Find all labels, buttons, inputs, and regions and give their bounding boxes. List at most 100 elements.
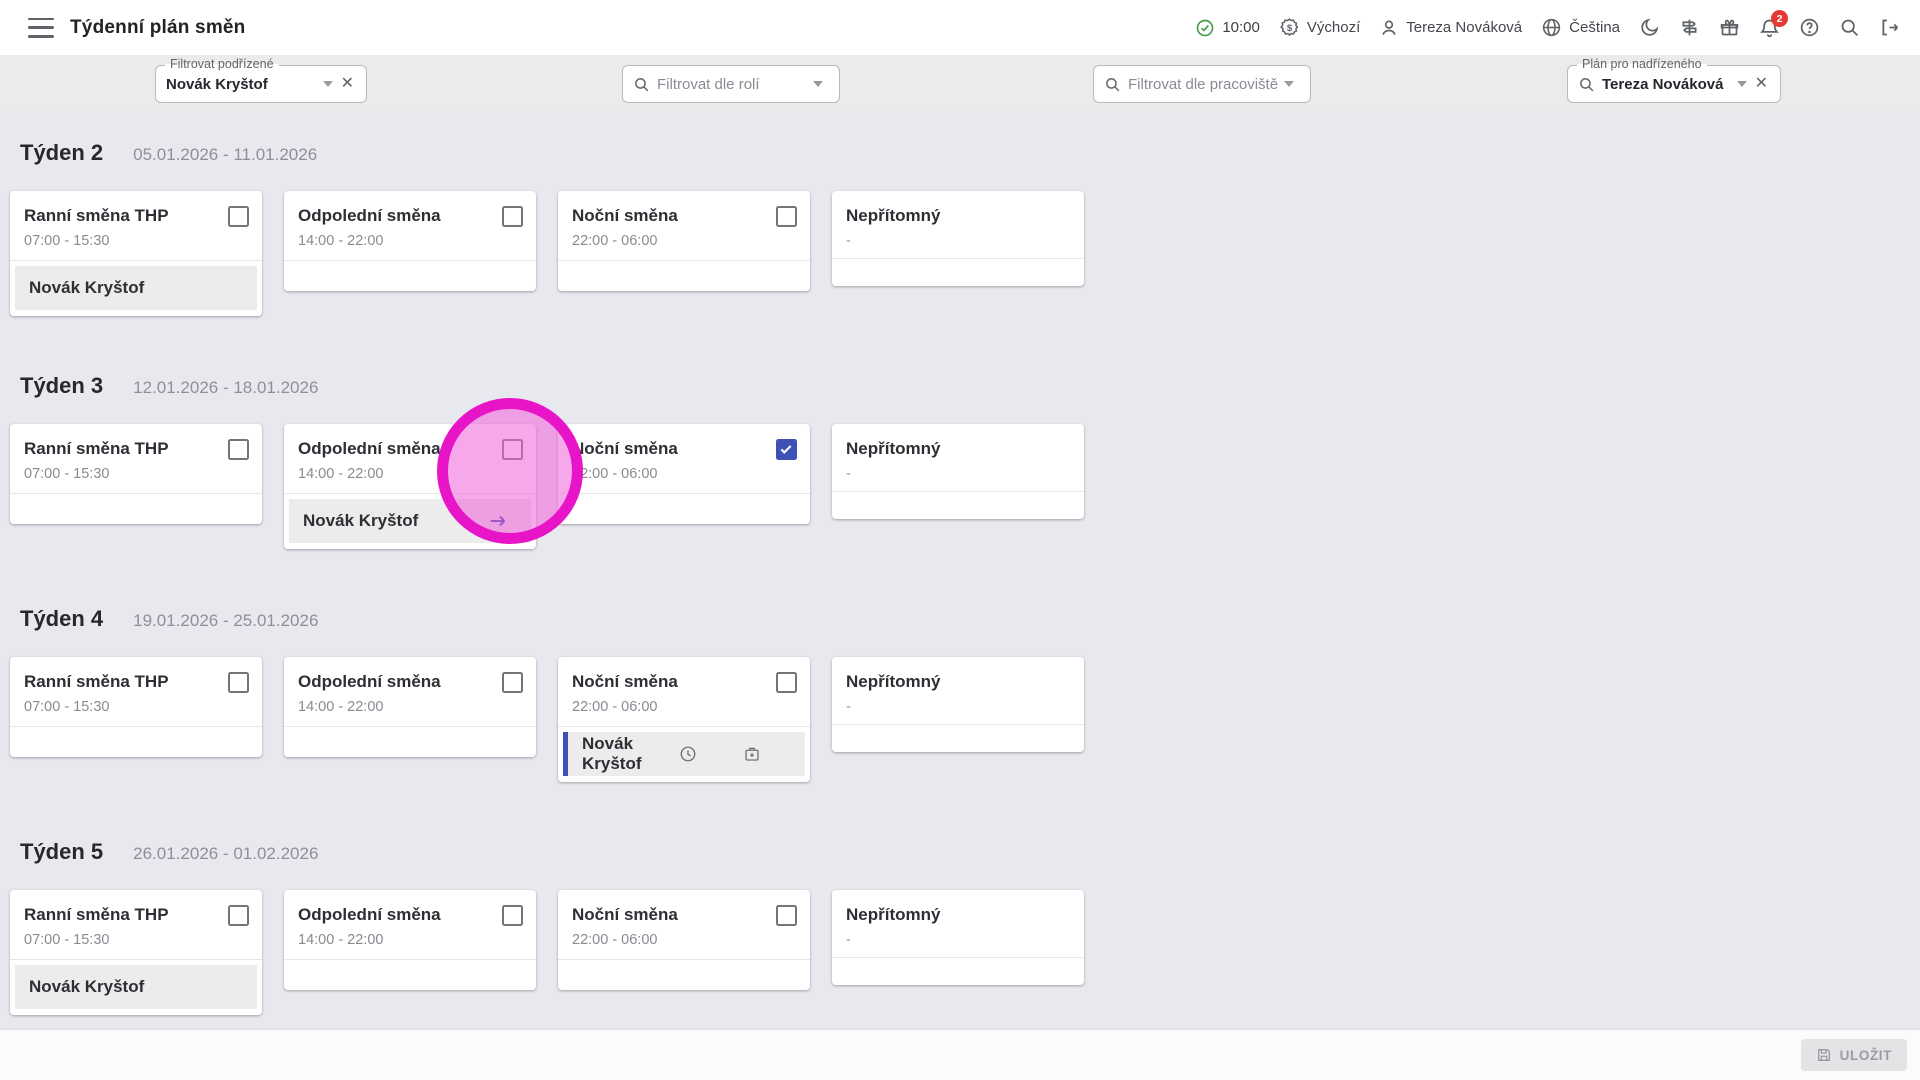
shift-checkbox[interactable]	[776, 905, 797, 926]
time-status[interactable]: 10:00	[1195, 18, 1260, 38]
card-body[interactable]	[558, 261, 810, 291]
shift-card: Odpolední směna 14:00 - 22:00	[284, 191, 536, 291]
shift-checkbox[interactable]	[228, 206, 249, 227]
save-icon	[1816, 1047, 1832, 1063]
help-icon[interactable]	[1799, 17, 1820, 38]
search-icon	[633, 76, 650, 93]
week-header: Týden 2 05.01.2026 - 11.01.2026	[0, 140, 1920, 191]
absence-card-header: Nepřítomný -	[832, 424, 1084, 491]
save-button-label: ULOŽIT	[1839, 1047, 1892, 1063]
assignee-chip[interactable]: Novák Kryštof	[563, 732, 805, 776]
signpost-icon[interactable]	[1679, 17, 1700, 38]
clear-filter-icon[interactable]: ✕	[1754, 75, 1768, 92]
plan-variant[interactable]: $ Výchozí	[1279, 17, 1360, 38]
card-body[interactable]	[284, 960, 536, 990]
weeks: Týden 2 05.01.2026 - 11.01.2026 Ranní sm…	[0, 111, 1920, 1029]
dark-mode-moon-icon[interactable]	[1639, 17, 1660, 38]
chevron-down-icon[interactable]	[813, 81, 823, 87]
filter-workplace[interactable]: Filtrovat dle pracoviště	[1093, 65, 1311, 103]
card-body[interactable]	[832, 259, 1084, 286]
card-body[interactable]	[284, 727, 536, 757]
shift-checkbox[interactable]	[228, 672, 249, 693]
assignee-chip[interactable]: Novák Kryštof	[289, 499, 531, 543]
save-button[interactable]: ULOŽIT	[1800, 1039, 1907, 1071]
shift-checkbox[interactable]	[228, 905, 249, 926]
week-title: Týden 4	[20, 606, 104, 631]
card-body[interactable]	[284, 261, 536, 291]
filter-roles-placeholder[interactable]: Filtrovat dle rolí	[657, 75, 760, 93]
week-date-range: 12.01.2026 - 18.01.2026	[133, 378, 319, 397]
card-body[interactable]	[832, 725, 1084, 752]
card-body[interactable]	[558, 494, 810, 524]
card-body[interactable]	[832, 958, 1084, 985]
shift-checkbox[interactable]	[228, 439, 249, 460]
shift-checkbox[interactable]	[776, 672, 797, 693]
assignee-name: Novák Kryštof	[303, 511, 419, 530]
shift-card-header: Odpolední směna 14:00 - 22:00	[284, 424, 536, 493]
card-body[interactable]	[558, 960, 810, 990]
card-divider	[284, 260, 536, 261]
shift-checkbox[interactable]	[502, 439, 523, 460]
clock-icon[interactable]	[679, 745, 697, 763]
card-divider	[10, 260, 262, 261]
shift-time: 22:00 - 06:00	[572, 699, 658, 715]
shift-card: Noční směna 22:00 - 06:00	[558, 424, 810, 524]
card-title: Noční směna	[572, 672, 678, 691]
absence-card-header: Nepřítomný -	[832, 890, 1084, 957]
card-row: Ranní směna THP 07:00 - 15:30 Odpolední …	[0, 424, 1920, 549]
filter-supervisor[interactable]: Plán pro nadřízeného Tereza Nováková ✕	[1567, 57, 1781, 103]
kit-icon[interactable]	[743, 745, 761, 763]
week-header: Týden 5 26.01.2026 - 01.02.2026	[0, 839, 1920, 890]
shift-card: Noční směna 22:00 - 06:00 Novák Kryštof	[558, 657, 810, 782]
logout-icon[interactable]	[1879, 17, 1900, 38]
filter-workplace-placeholder[interactable]: Filtrovat dle pracoviště	[1128, 75, 1278, 93]
assignee-chip[interactable]: Novák Kryštof	[15, 965, 257, 1009]
shift-card-header: Odpolední směna 14:00 - 22:00	[284, 657, 536, 726]
card-divider	[558, 959, 810, 960]
card-body[interactable]: Novák Kryštof	[558, 727, 810, 782]
card-divider	[832, 957, 1084, 958]
chevron-down-icon[interactable]	[1736, 81, 1747, 87]
shift-checkbox[interactable]	[776, 439, 797, 460]
user-icon	[1379, 18, 1399, 38]
filter-supervisor-value[interactable]: Tereza Nováková	[1602, 75, 1724, 93]
absence-card: Nepřítomný -	[832, 657, 1084, 752]
filter-roles[interactable]: Filtrovat dle rolí	[622, 65, 840, 103]
week-date-range: 05.01.2026 - 11.01.2026	[133, 145, 318, 164]
shift-checkbox[interactable]	[502, 206, 523, 227]
shift-card-header: Noční směna 22:00 - 06:00	[558, 657, 810, 726]
card-body[interactable]	[10, 727, 262, 757]
chevron-down-icon[interactable]	[1284, 81, 1294, 87]
shift-checkbox[interactable]	[502, 672, 523, 693]
menu-icon[interactable]	[28, 17, 54, 38]
language-menu[interactable]: Čeština	[1541, 17, 1620, 38]
card-body[interactable]	[10, 494, 262, 524]
card-divider	[10, 726, 262, 727]
shift-checkbox[interactable]	[502, 905, 523, 926]
filter-subordinate[interactable]: Filtrovat podřízené Novák Kryštof ✕	[155, 57, 367, 103]
chevron-down-icon[interactable]	[322, 81, 333, 87]
shift-card: Odpolední směna 14:00 - 22:00 Novák Kryš…	[284, 424, 536, 549]
card-divider	[284, 959, 536, 960]
shift-time: 14:00 - 22:00	[298, 699, 384, 715]
assignee-chip[interactable]: Novák Kryštof	[15, 266, 257, 310]
week-title: Týden 3	[20, 373, 104, 398]
card-body[interactable]	[832, 492, 1084, 519]
card-body[interactable]: Novák Kryštof	[10, 960, 262, 1015]
shift-checkbox[interactable]	[776, 206, 797, 227]
card-body[interactable]: Novák Kryštof	[284, 494, 536, 549]
globe-icon	[1541, 17, 1562, 38]
absence-value: -	[846, 233, 851, 249]
absence-value: -	[846, 932, 851, 948]
clear-filter-icon[interactable]: ✕	[340, 75, 354, 92]
card-body[interactable]: Novák Kryštof	[10, 261, 262, 316]
card-row: Ranní směna THP 07:00 - 15:30 Odpolední …	[0, 657, 1920, 782]
language-label: Čeština	[1569, 19, 1620, 36]
filter-subordinate-value[interactable]: Novák Kryštof	[166, 75, 268, 93]
notifications-bell-icon[interactable]: 2	[1759, 10, 1788, 38]
move-arrow-icon[interactable]	[487, 510, 509, 532]
gift-icon[interactable]	[1719, 17, 1740, 38]
search-icon[interactable]	[1839, 17, 1860, 38]
user-menu[interactable]: Tereza Nováková	[1379, 18, 1522, 38]
card-title: Nepřítomný	[846, 905, 941, 924]
